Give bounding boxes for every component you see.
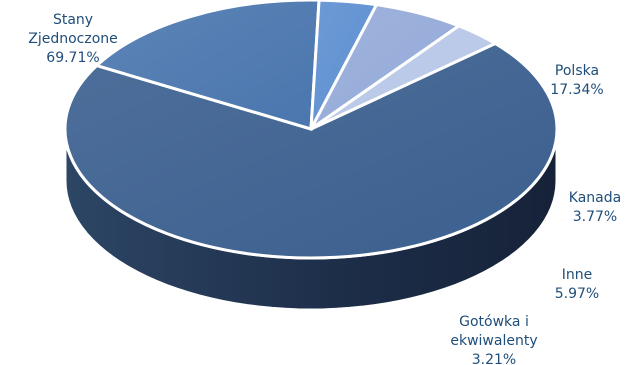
slice-label-4: Inne 5.97% [555, 267, 599, 302]
slice-label-3: Kanada 3.77% [569, 190, 621, 225]
slice-label-line: Gotówka i [459, 314, 529, 330]
slice-label-line: Inne [562, 267, 593, 283]
slice-label-5: Gotówka i ekwiwalenty 3.21% [450, 314, 537, 365]
pie-slice-shine-5 [311, 25, 496, 129]
slice-label-line: ekwiwalenty [450, 333, 537, 349]
pie-tops [63, 0, 559, 260]
pie-slice-shine-4 [311, 4, 459, 129]
slice-label-line: Polska [555, 63, 599, 79]
slice-label-line: Stany [53, 12, 93, 28]
pie-slice-shine-1 [64, 43, 557, 258]
slice-label-line: Kanada [569, 190, 621, 206]
slice-value-text: 69.71% [46, 50, 99, 66]
pie-labels: Stany Zjednoczone 69.71% Polska 17.34% Kanada… [28, 12, 621, 365]
slice-label-line: Zjednoczone [28, 31, 118, 47]
slice-value-text: 3.77% [573, 209, 617, 225]
slice-value-text: 5.97% [555, 286, 599, 302]
pie-slice-shine-2 [96, 0, 320, 130]
slice-label-2: Polska 17.34% [550, 63, 603, 98]
slice-value-text: 17.34% [550, 82, 603, 98]
slice-value-text: 3.21% [472, 352, 516, 365]
slice-label-1: Stany Zjednoczone 69.71% [28, 12, 118, 66]
